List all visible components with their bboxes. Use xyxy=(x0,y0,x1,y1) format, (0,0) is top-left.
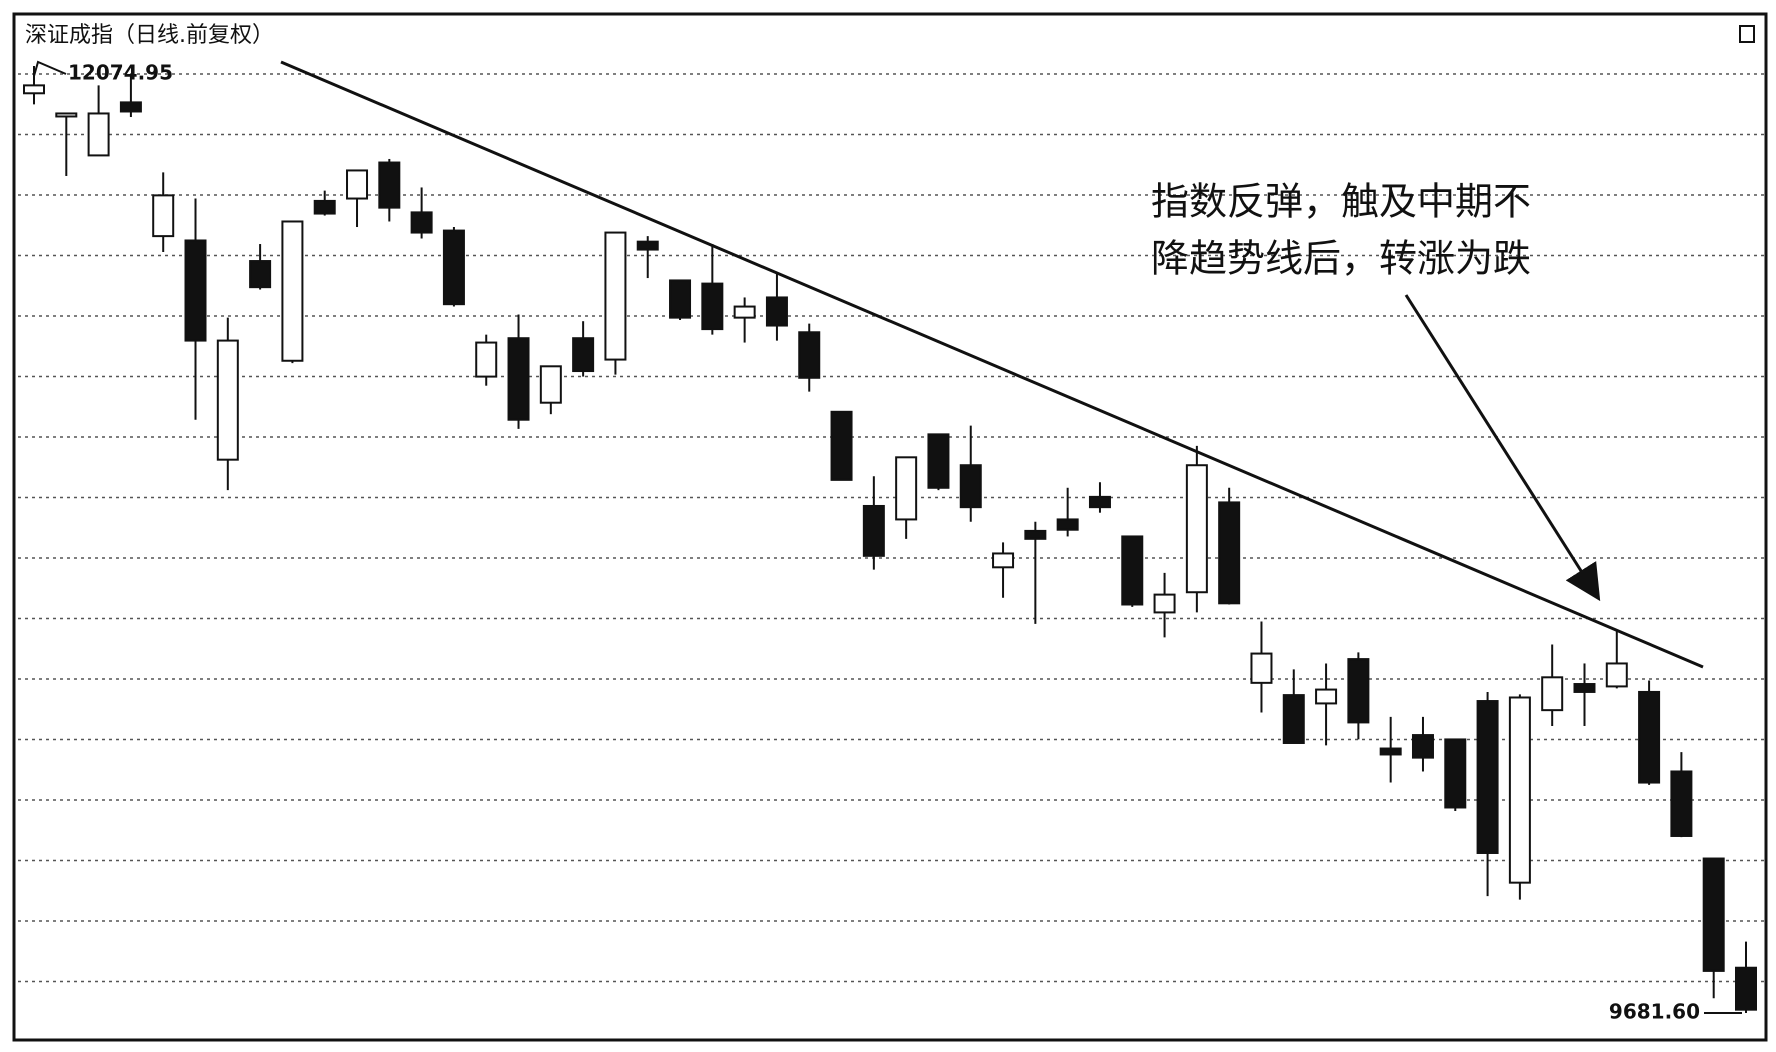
candle-body xyxy=(507,337,530,421)
candle-body xyxy=(1638,690,1661,784)
candle-body xyxy=(1670,770,1693,837)
annotation-arrow xyxy=(1404,294,1601,602)
candle-body xyxy=(959,464,982,509)
candle-body xyxy=(23,84,45,95)
candle-body xyxy=(184,239,207,342)
candle-body xyxy=(87,112,110,157)
candle-body xyxy=(895,456,918,521)
candle-body xyxy=(1541,676,1564,712)
candle-body xyxy=(669,279,692,319)
candle-body xyxy=(1702,857,1725,972)
candle-body xyxy=(1508,696,1531,884)
plot-frame xyxy=(12,12,1768,1042)
candle-body xyxy=(927,433,950,489)
candle-body xyxy=(1735,966,1757,1011)
candle-body xyxy=(1185,464,1208,594)
candle-body xyxy=(442,229,465,306)
candle-body xyxy=(1379,747,1402,756)
candle-body xyxy=(152,194,175,238)
candle-body xyxy=(410,211,433,234)
candle-body xyxy=(1056,518,1079,531)
candle-body xyxy=(1411,734,1434,759)
candle-body xyxy=(1218,501,1241,605)
candle-body xyxy=(1315,688,1338,705)
candle-body xyxy=(701,282,724,331)
candle-body xyxy=(378,161,401,209)
candle-body xyxy=(313,199,336,215)
candle-body xyxy=(346,169,369,200)
candle-body xyxy=(862,504,885,557)
candle-body xyxy=(636,240,659,251)
low-label: 9681.60 xyxy=(1609,1000,1700,1024)
high-label: 12074.95 xyxy=(68,61,173,85)
chart-title: 深证成指（日线.前复权） xyxy=(25,23,274,48)
candle-body xyxy=(798,331,821,379)
candle-body xyxy=(539,365,562,404)
candle-body xyxy=(55,112,78,118)
candle-body xyxy=(1444,738,1467,809)
candles xyxy=(23,66,1757,1013)
window-icon xyxy=(1739,25,1755,43)
candle-body xyxy=(830,410,853,481)
candle-body xyxy=(604,231,627,361)
annotation-text: 指数反弹，触及中期不 xyxy=(1151,180,1531,224)
trend-line xyxy=(280,60,1704,669)
candle-body xyxy=(1347,658,1370,724)
candle-body xyxy=(765,296,788,327)
candle-body xyxy=(733,305,756,319)
candle-body xyxy=(1282,694,1305,744)
candle-body xyxy=(992,552,1015,569)
candle-body xyxy=(572,337,595,373)
label-leader xyxy=(33,60,67,77)
candle-body xyxy=(1088,495,1111,509)
candle-body xyxy=(249,260,272,289)
candle-body xyxy=(1573,683,1596,693)
candle-body xyxy=(1024,529,1047,540)
candle-body xyxy=(1605,662,1628,688)
candle-body xyxy=(281,220,304,362)
candle-body xyxy=(216,339,239,461)
candle-body xyxy=(1121,535,1144,606)
candle-body xyxy=(1250,652,1273,684)
candle-body xyxy=(1476,700,1499,854)
candle-body xyxy=(119,101,142,113)
annotation-text: 降趋势线后，转涨为跌 xyxy=(1151,237,1531,281)
candle-body xyxy=(475,341,498,378)
candle-body xyxy=(1153,593,1176,614)
